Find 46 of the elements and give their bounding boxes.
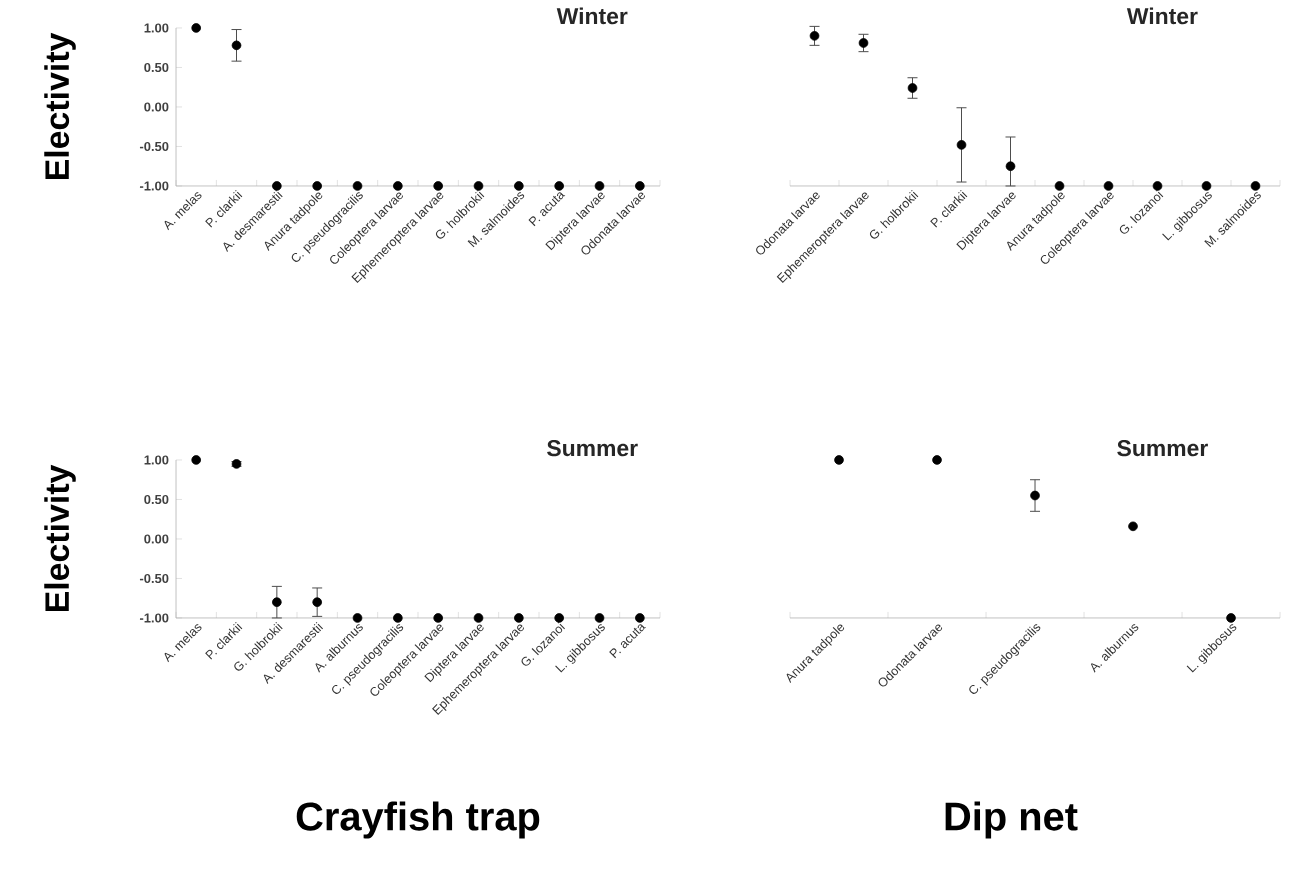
point bbox=[635, 613, 645, 623]
chart-title: Winter bbox=[556, 7, 628, 25]
point bbox=[1152, 181, 1163, 191]
point bbox=[809, 31, 820, 41]
point bbox=[554, 613, 564, 623]
point bbox=[514, 181, 524, 191]
point bbox=[272, 181, 282, 191]
point bbox=[554, 181, 564, 191]
point bbox=[1201, 181, 1212, 191]
point bbox=[594, 613, 605, 623]
point bbox=[1054, 181, 1065, 191]
point bbox=[907, 83, 918, 93]
point bbox=[473, 181, 484, 191]
point bbox=[834, 455, 844, 465]
y-axis-title: Electivity bbox=[44, 464, 76, 612]
point bbox=[231, 40, 242, 51]
point bbox=[932, 455, 942, 465]
point bbox=[594, 181, 605, 191]
point bbox=[956, 140, 967, 150]
point bbox=[1250, 181, 1261, 191]
y-axis-title: Electivity bbox=[44, 32, 76, 180]
point bbox=[312, 597, 322, 607]
point bbox=[352, 613, 363, 623]
point bbox=[191, 455, 201, 465]
point bbox=[1103, 181, 1114, 191]
point bbox=[352, 181, 363, 191]
chart-title: Summer bbox=[547, 440, 638, 457]
x-axis-title: Dip net bbox=[945, 801, 1078, 839]
point bbox=[1030, 490, 1040, 501]
point bbox=[312, 181, 322, 191]
point bbox=[272, 597, 282, 607]
point bbox=[433, 613, 443, 623]
chart-title: Winter bbox=[1126, 7, 1198, 25]
chart-title: Summer bbox=[1117, 440, 1208, 457]
point bbox=[635, 181, 645, 191]
point bbox=[1005, 161, 1016, 172]
point bbox=[473, 613, 484, 623]
point bbox=[433, 181, 443, 191]
point bbox=[514, 613, 524, 623]
x-axis-title: Crayfish trap bbox=[296, 801, 540, 839]
point bbox=[858, 38, 869, 48]
point bbox=[393, 181, 403, 191]
point bbox=[191, 23, 201, 33]
point bbox=[393, 613, 403, 623]
point bbox=[1128, 521, 1138, 532]
point bbox=[1226, 613, 1236, 623]
